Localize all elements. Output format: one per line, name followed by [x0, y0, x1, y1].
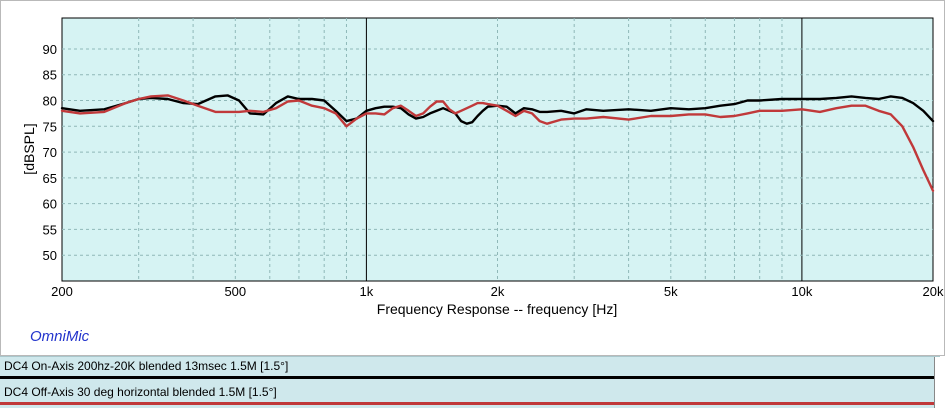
x-tick-label: 10k — [791, 284, 812, 299]
series-layer — [60, 94, 935, 193]
y-tick-label: 70 — [43, 145, 57, 160]
y-tick-label: 50 — [43, 248, 57, 263]
legend-entry-on-axis[interactable]: DC4 On-Axis 200hz-20K blended 13msec 1.5… — [0, 357, 940, 379]
y-tick-label: 80 — [43, 94, 57, 109]
grid — [62, 18, 933, 281]
legend-scroll-divider — [934, 357, 940, 409]
legend-entry-off-axis[interactable]: DC4 Off-Axis 30 deg horizontal blended 1… — [0, 383, 940, 405]
y-tick-label: 85 — [43, 68, 57, 83]
y-tick-label: 90 — [43, 42, 57, 57]
x-tick-label: 2k — [491, 284, 505, 299]
y-tick-label: 60 — [43, 197, 57, 212]
bottom-strip — [0, 408, 945, 413]
frequency-response-chart: 200 500 1k 2k 5k 10k 20k 50 55 60 65 70 75 80 85 90 Fr… — [0, 0, 945, 356]
legend-swatch-on-axis — [0, 376, 940, 379]
x-tick-label: 20k — [923, 284, 944, 299]
legend-label: DC4 On-Axis 200hz-20K blended 13msec 1.5… — [4, 359, 289, 373]
x-tick-label: 5k — [664, 284, 678, 299]
series-line-off-axis — [60, 94, 935, 193]
legend-label: DC4 Off-Axis 30 deg horizontal blended 1… — [4, 385, 277, 399]
x-tick-label: 1k — [360, 284, 374, 299]
brand-logo-text: OmniMic — [30, 328, 90, 345]
x-tick-label: 500 — [224, 284, 246, 299]
y-tick-labels: 50 55 60 65 70 75 80 85 90 — [43, 42, 57, 263]
y-tick-label: 65 — [43, 171, 57, 186]
y-tick-label: 75 — [43, 119, 57, 134]
y-tick-label: 55 — [43, 222, 57, 237]
x-tick-labels: 200 500 1k 2k 5k 10k 20k — [51, 284, 944, 299]
y-axis-title: [dBSPL] — [21, 123, 37, 174]
x-axis-title: Frequency Response -- frequency [Hz] — [377, 301, 617, 317]
x-tick-label: 200 — [51, 284, 73, 299]
legend-panel: DC4 On-Axis 200hz-20K blended 13msec 1.5… — [0, 356, 940, 409]
series-line-on-axis — [60, 94, 935, 125]
legend-swatch-off-axis — [0, 402, 940, 405]
